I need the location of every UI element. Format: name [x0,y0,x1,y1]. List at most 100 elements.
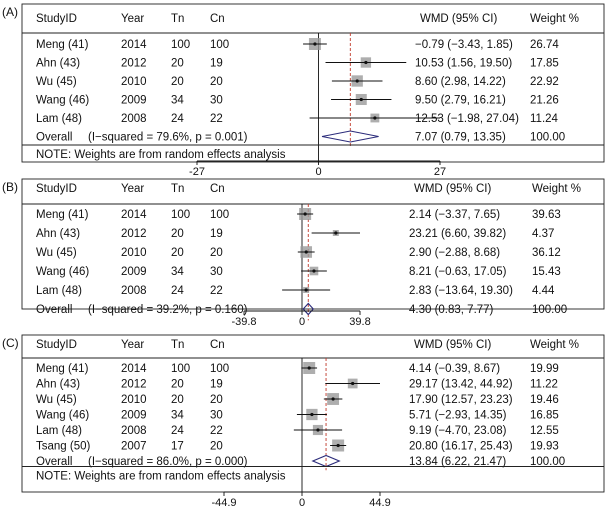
header-tn: Tn [171,183,184,195]
study-point-estimate [334,231,338,235]
header-wmd: WMD (95% CI) [414,339,491,351]
study-tn: 24 [171,285,184,297]
overall-label: Overall [36,132,72,144]
study-tn: 34 [171,266,184,278]
study-weight: 17.85 [530,58,559,70]
study-point-estimate [373,116,377,120]
overall-heterogeneity: (I−squared = 39.2%, p = 0.160) [88,304,248,316]
study-tn: 24 [171,425,184,437]
panel-label: (A) [2,5,18,19]
study-wmd: −0.79 (−3.43, 1.85) [415,39,513,51]
study-wmd: 9.50 (2.79, 16.21) [415,95,506,107]
x-axis-tick-label: 27 [434,166,446,178]
study-name: Wu (45) [36,394,77,406]
header-wmd: WMD (95% CI) [420,13,497,25]
study-name: Ahn (43) [36,58,80,70]
header-cn: Cn [210,183,225,195]
header-year: Year [121,13,144,25]
header-cn: Cn [210,339,225,351]
study-wmd: 8.21 (−0.63, 17.05) [409,266,507,278]
study-weight: 15.43 [532,266,561,278]
study-cn: 22 [210,425,223,437]
study-tn: 100 [171,39,190,51]
study-point-estimate [331,397,335,401]
study-name: Meng (41) [36,363,89,375]
study-name: Lam (48) [36,285,82,297]
study-weight: 26.74 [530,39,559,51]
study-weight: 16.85 [530,410,559,422]
study-tn: 34 [171,410,184,422]
overall-diamond [321,130,379,143]
study-weight: 4.44 [532,285,555,297]
study-wmd: 2.90 (−2.88, 8.68) [409,247,500,259]
overall-label: Overall [36,456,72,468]
study-name: Wang (46) [36,95,89,107]
study-cn: 20 [210,76,223,88]
header-year: Year [121,339,144,351]
study-wmd: 4.14 (−0.39, 8.67) [409,363,500,375]
study-name: Wang (46) [36,266,89,278]
study-wmd: 23.21 (6.60, 39.82) [409,228,506,240]
header-studyid: StudyID [36,13,77,25]
study-point-estimate [351,381,355,386]
x-axis-tick-label: -27 [189,166,205,178]
overall-heterogeneity: (I−squared = 86.0%, p = 0.000) [88,456,248,468]
study-year: 2008 [121,285,147,297]
study-year: 2012 [121,228,147,240]
study-cn: 30 [210,410,223,422]
x-axis-tick-label: -39.8 [231,316,256,328]
study-point-estimate [355,79,359,83]
header-weight: Weight % [530,13,579,25]
study-year: 2009 [121,410,147,422]
x-axis-tick-label: 44.9 [369,497,390,509]
study-year: 2010 [121,394,147,406]
study-year: 2009 [121,95,147,107]
study-name: Wu (45) [36,247,77,259]
study-cn: 20 [210,441,223,453]
study-point-estimate [307,366,311,370]
header-studyid: StudyID [36,339,77,351]
overall-wmd: 4.30 (0.83, 7.77) [409,304,494,316]
study-cn: 22 [210,113,223,125]
study-point-estimate [313,42,317,46]
study-name: Ahn (43) [36,379,80,391]
study-weight: 11.22 [530,379,558,391]
study-point-estimate [359,97,363,102]
study-tn: 34 [171,95,184,107]
overall-wmd: 7.07 (0.79, 13.35) [415,132,506,144]
study-year: 2014 [121,363,147,375]
study-weight: 12.55 [530,425,559,437]
overall-diamond [311,454,341,468]
study-year: 2012 [121,379,147,391]
study-tn: 100 [171,209,190,221]
study-wmd: 20.80 (16.17, 25.43) [409,441,513,453]
study-weight: 39.63 [532,209,561,221]
study-wmd: 9.19 (−4.70, 23.08) [409,425,507,437]
overall-weight: 100.00 [532,304,567,316]
study-name: Wu (45) [36,76,77,88]
study-cn: 100 [210,39,229,51]
forest-panel-a: (A) StudyID Year Tn Cn WMD (95% CI) Weight % Me… [2,3,605,178]
study-name: Ahn (43) [36,228,80,240]
overall-label: Overall [36,304,72,316]
header-weight: Weight % [530,339,579,351]
panel-frame [21,3,605,163]
study-tn: 24 [171,113,184,125]
x-axis-tick-label: 0 [315,166,321,178]
forest-panel-c: (C) StudyID Year Tn Cn WMD (95% CI) Weight % Me… [2,334,605,509]
footnote: NOTE: Weights are from random effects an… [36,471,286,483]
study-point-estimate [312,269,316,273]
study-year: 2008 [121,425,147,437]
forest-panel-b: (B) StudyID Year Tn Cn WMD (95% CI) Weight % Me… [2,178,605,328]
study-name: Meng (41) [36,209,89,221]
x-axis-tick-label: 39.8 [349,316,370,328]
study-wmd: 12.53 (−1.98, 27.04) [415,113,519,125]
study-point-estimate [304,288,308,292]
study-name: Tsang (50) [36,441,91,453]
study-name: Lam (48) [36,113,82,125]
study-cn: 100 [210,363,229,375]
header-weight: Weight % [532,183,581,195]
study-tn: 20 [171,379,184,391]
study-name: Meng (41) [36,39,89,51]
study-wmd: 17.90 (12.57, 23.23) [409,394,513,406]
